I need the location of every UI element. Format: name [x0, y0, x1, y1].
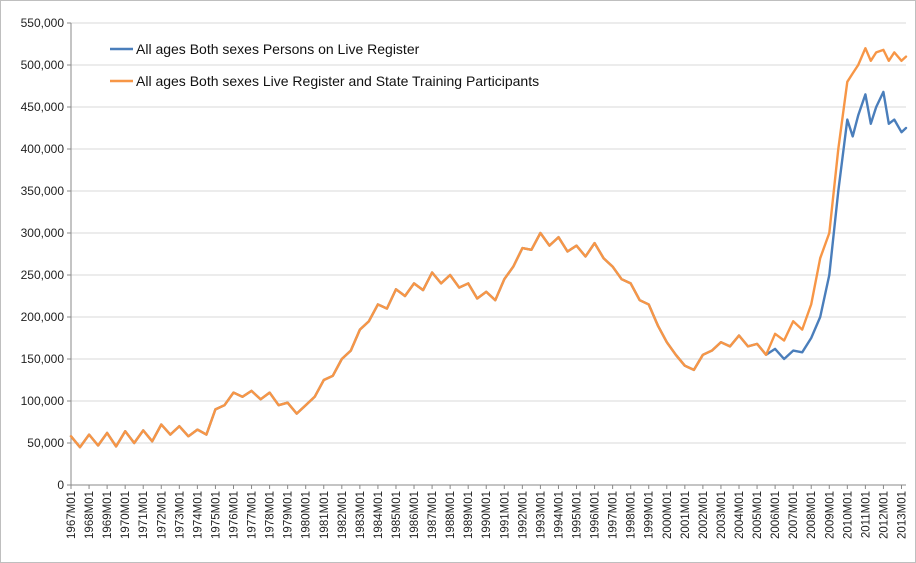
x-tick-label: 1968M01 [84, 491, 96, 539]
x-tick-label: 1974M01 [192, 491, 204, 539]
x-tick-label: 1983M01 [355, 491, 367, 539]
x-tick-label: 1971M01 [138, 491, 150, 539]
legend: All ages Both sexes Persons on Live Regi… [110, 41, 539, 89]
x-tick-label: 1980M01 [301, 491, 313, 539]
legend-entry-2: All ages Both sexes Live Register and St… [136, 73, 539, 89]
y-tick-label: 350,000 [21, 184, 65, 198]
x-tick-label: 2008M01 [806, 491, 818, 539]
x-tick-label: 1967M01 [66, 491, 78, 539]
y-tick-label: 550,000 [21, 16, 65, 30]
x-tick-label: 1994M01 [553, 491, 565, 539]
x-tick-label: 1987M01 [427, 491, 439, 539]
y-tick-label: 500,000 [21, 58, 65, 72]
x-tick-label: 2005M01 [752, 491, 764, 539]
x-tick-label: 2004M01 [734, 491, 746, 539]
y-tick-label: 150,000 [21, 352, 65, 366]
y-tick-label: 450,000 [21, 100, 65, 114]
x-tick-label: 1985M01 [391, 491, 403, 539]
x-tick-label: 1984M01 [373, 491, 385, 539]
x-tick-label: 1979M01 [283, 491, 295, 539]
x-tick-label: 1996M01 [590, 491, 602, 539]
x-tick-label: 1998M01 [626, 491, 638, 539]
x-tick-label: 1988M01 [445, 491, 457, 539]
x-tick-label: 2002M01 [698, 491, 710, 539]
y-axis-ticks: 0 50,000 100,000 150,000 200,000 250,000 300,0… [21, 16, 71, 492]
x-tick-label: 2009M01 [824, 491, 836, 539]
x-tick-label: 2001M01 [680, 491, 692, 539]
legend-entry-1: All ages Both sexes Persons on Live Regi… [136, 41, 420, 57]
x-tick-label: 1999M01 [644, 491, 656, 539]
y-tick-label: 200,000 [21, 310, 65, 324]
x-tick-label: 1981M01 [319, 491, 331, 539]
x-tick-label: 2011M01 [860, 491, 872, 538]
x-tick-label: 2012M01 [878, 491, 890, 539]
x-tick-label: 1975M01 [210, 491, 222, 539]
x-tick-label: 1986M01 [409, 491, 421, 539]
x-tick-label: 1997M01 [608, 491, 620, 539]
series-line-2 [69, 47, 908, 449]
y-tick-label: 50,000 [27, 436, 64, 450]
y-tick-label: 0 [57, 478, 64, 492]
x-tick-label: 1982M01 [337, 491, 349, 539]
x-tick-label: 1972M01 [156, 491, 168, 539]
x-tick-label: 1970M01 [120, 491, 132, 539]
x-tick-label: 1993M01 [535, 491, 547, 539]
y-tick-label: 300,000 [21, 226, 65, 240]
x-tick-label: 1990M01 [481, 491, 493, 539]
x-tick-label: 2006M01 [770, 491, 782, 539]
x-tick-label: 1969M01 [102, 491, 114, 539]
x-tick-label: 1995M01 [572, 491, 584, 539]
x-tick-label: 2000M01 [662, 491, 674, 539]
x-tick-label: 2010M01 [842, 491, 854, 539]
x-tick-label: 1976M01 [228, 491, 240, 539]
x-tick-label: 1977M01 [247, 491, 259, 539]
gridlines [71, 22, 906, 444]
x-axis-ticks: 1967M01 1968M01 1969M01 1970M01 1971M01 1972M… [66, 485, 908, 539]
x-tick-label: 1991M01 [499, 491, 511, 539]
x-tick-label: 1978M01 [265, 491, 277, 539]
x-tick-label: 1992M01 [517, 491, 529, 539]
series-line-1 [69, 90, 908, 449]
y-tick-label: 400,000 [21, 142, 65, 156]
x-tick-label: 1973M01 [174, 491, 186, 539]
y-tick-label: 250,000 [21, 268, 65, 282]
series-lines [69, 47, 908, 449]
x-tick-label: 2013M01 [896, 491, 908, 539]
y-tick-label: 100,000 [21, 394, 65, 408]
x-tick-label: 1989M01 [463, 491, 475, 539]
axes [70, 23, 906, 486]
x-tick-label: 2007M01 [788, 491, 800, 539]
x-tick-label: 2003M01 [716, 491, 728, 539]
